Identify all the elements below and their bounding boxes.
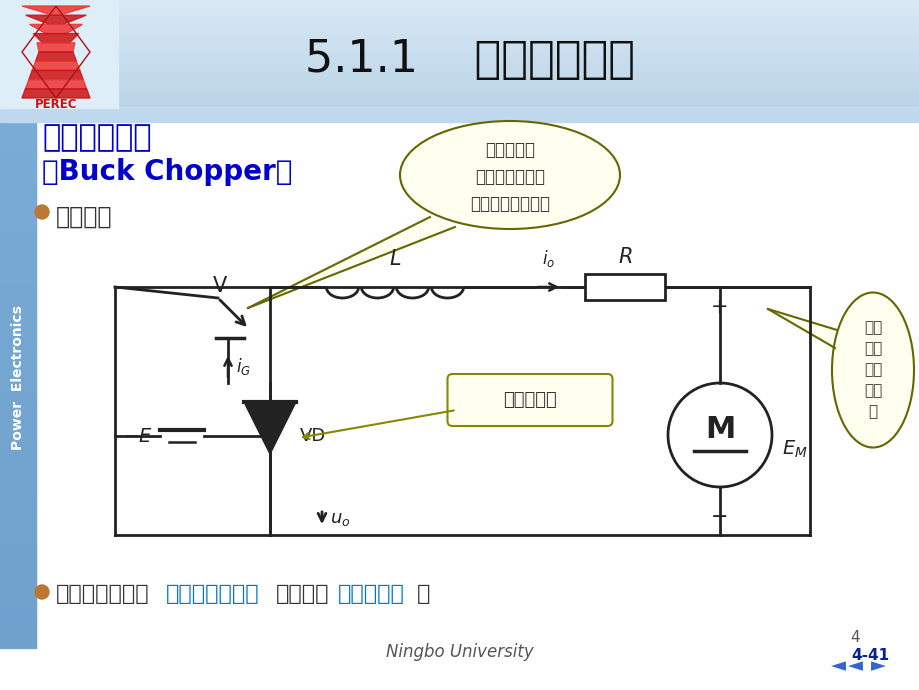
Polygon shape xyxy=(248,217,455,308)
Text: ，也可带: ，也可带 xyxy=(275,584,329,604)
Circle shape xyxy=(35,585,49,599)
Text: V: V xyxy=(212,276,227,296)
Polygon shape xyxy=(33,34,79,43)
Text: 5.1.1    降压斩波电路: 5.1.1 降压斩波电路 xyxy=(305,39,634,81)
Text: +: + xyxy=(710,297,728,317)
Text: $E_M$: $E_M$ xyxy=(781,438,807,460)
Polygon shape xyxy=(22,6,90,15)
Text: 4: 4 xyxy=(849,631,859,646)
Text: $i_G$: $i_G$ xyxy=(236,356,251,377)
Polygon shape xyxy=(37,43,74,52)
Text: 蓄电池负载: 蓄电池负载 xyxy=(338,584,404,604)
FancyBboxPatch shape xyxy=(447,374,612,426)
Text: （Buck Chopper）: （Buck Chopper） xyxy=(42,158,292,186)
Ellipse shape xyxy=(400,121,619,229)
Text: Ningbo University: Ningbo University xyxy=(386,643,533,661)
Text: 降压斩波电路: 降压斩波电路 xyxy=(42,123,152,152)
Circle shape xyxy=(35,205,49,219)
Polygon shape xyxy=(22,89,90,98)
FancyBboxPatch shape xyxy=(584,274,664,300)
Text: 全控型器件
若为晶闸管，须
有辅助关断电路。: 全控型器件 若为晶闸管，须 有辅助关断电路。 xyxy=(470,141,550,213)
Polygon shape xyxy=(29,24,83,34)
Polygon shape xyxy=(244,402,296,454)
Text: PEREC: PEREC xyxy=(35,99,77,112)
Text: $-E$: $-E$ xyxy=(121,426,153,446)
Text: 负载
出现
的反
电动
势: 负载 出现 的反 电动 势 xyxy=(863,320,881,420)
Text: 典型用途之一是: 典型用途之一是 xyxy=(56,584,150,604)
Text: $R$: $R$ xyxy=(617,247,631,267)
Text: Power  Electronics: Power Electronics xyxy=(11,306,25,451)
Text: 拖动直流电动机: 拖动直流电动机 xyxy=(165,584,259,604)
Ellipse shape xyxy=(831,293,913,448)
Text: ◄: ◄ xyxy=(846,656,862,676)
Polygon shape xyxy=(26,79,86,89)
Text: 电路结构: 电路结构 xyxy=(56,205,112,229)
Polygon shape xyxy=(32,61,80,70)
Text: VD: VD xyxy=(300,427,326,445)
Text: ◄: ◄ xyxy=(830,656,845,676)
Text: $u_o$: $u_o$ xyxy=(330,510,350,528)
Text: M: M xyxy=(704,415,734,444)
Text: 4-41: 4-41 xyxy=(850,647,888,662)
Polygon shape xyxy=(26,15,86,24)
Text: −: − xyxy=(710,507,728,527)
Text: $i_o$: $i_o$ xyxy=(541,248,554,269)
Text: 续流二极管: 续流二极管 xyxy=(503,391,556,409)
Text: 。: 。 xyxy=(416,584,429,604)
Polygon shape xyxy=(767,309,836,348)
Polygon shape xyxy=(36,52,76,61)
Text: ►: ► xyxy=(869,656,885,676)
Polygon shape xyxy=(28,70,83,79)
Text: $L$: $L$ xyxy=(389,249,401,269)
